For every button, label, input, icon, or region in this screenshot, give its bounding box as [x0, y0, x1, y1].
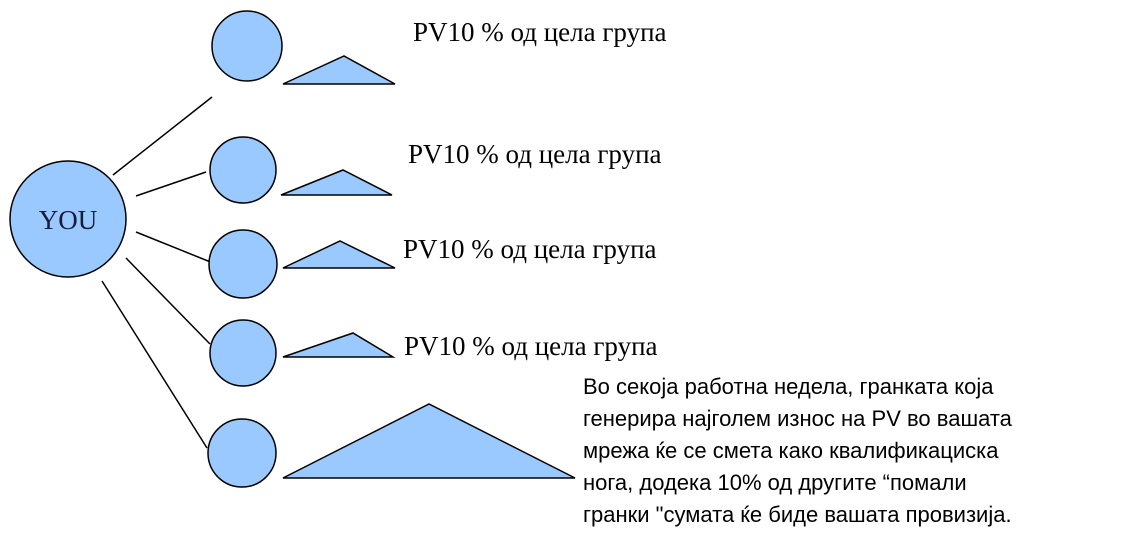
connector-line-4 — [125, 257, 211, 345]
branch-node-2 — [209, 136, 277, 204]
note-line-4: нога, додека 10% од другите “помали — [583, 470, 967, 495]
group-triangle-3 — [282, 240, 396, 269]
note-line-2: генерира најголем износ на PV во вашата — [583, 406, 1012, 431]
connector-line-5 — [101, 280, 208, 449]
note-line-1: Во секоја работна недела, гранката која — [583, 374, 994, 399]
root-node-you — [9, 160, 127, 278]
branch-node-1 — [211, 10, 283, 82]
connector-line-1 — [112, 96, 213, 176]
branch-node-5 — [207, 418, 277, 488]
note-line-3: мрежа ќе се смета како квалификациска — [583, 438, 999, 463]
branch-label-3: PV10 % од цела група — [403, 234, 657, 264]
connector-line-3 — [135, 231, 214, 264]
branch-label-1: PV10 % од цела група — [413, 17, 667, 47]
commission-explanation: Во секоја работна недела, гранката која … — [583, 371, 1121, 531]
connector-line-2 — [135, 171, 207, 197]
group-triangle-2 — [280, 169, 393, 196]
branch-label-4: PV10 % од цела група — [404, 331, 658, 361]
group-triangle-1 — [282, 55, 396, 85]
branch-label-2: PV10 % од цела група — [408, 139, 662, 169]
branch-node-4 — [209, 319, 277, 387]
branch-node-3 — [208, 229, 278, 299]
group-triangle-4 — [282, 332, 396, 358]
note-line-5: гранки "сумата ќе биде вашата провизија. — [583, 502, 1012, 527]
root-node-label: YOU — [39, 205, 98, 235]
group-triangle-5-large — [282, 403, 576, 479]
